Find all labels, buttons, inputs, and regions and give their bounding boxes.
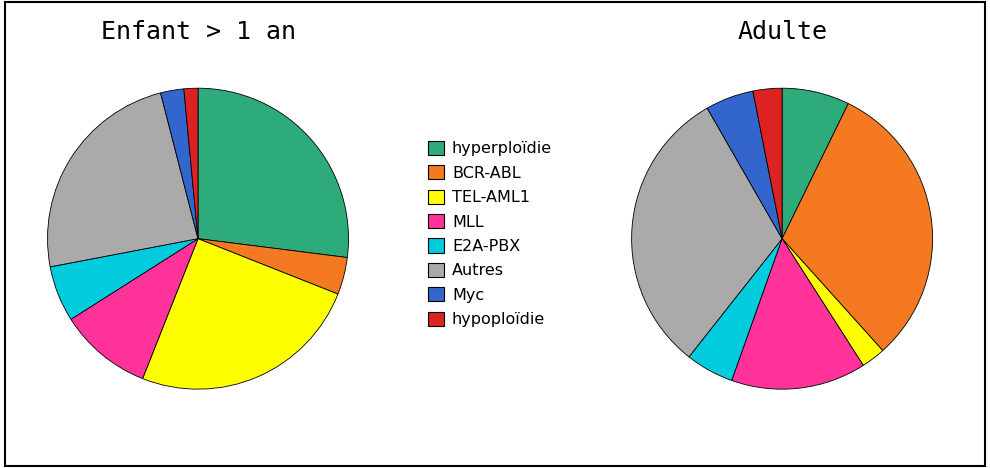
Wedge shape xyxy=(689,239,782,380)
Wedge shape xyxy=(632,108,782,357)
Wedge shape xyxy=(782,103,933,351)
Title: Adulte: Adulte xyxy=(738,21,827,44)
Wedge shape xyxy=(71,239,198,379)
Wedge shape xyxy=(732,239,863,389)
Wedge shape xyxy=(160,89,198,239)
Wedge shape xyxy=(198,239,347,294)
Wedge shape xyxy=(50,239,198,319)
Wedge shape xyxy=(782,88,848,239)
Wedge shape xyxy=(48,93,198,267)
Wedge shape xyxy=(707,91,782,239)
Wedge shape xyxy=(198,88,348,257)
Wedge shape xyxy=(782,239,883,366)
Title: Enfant > 1 an: Enfant > 1 an xyxy=(101,21,295,44)
Wedge shape xyxy=(184,88,198,239)
Legend: hyperploïdie, BCR-ABL, TEL-AML1, MLL, E2A-PBX, Autres, Myc, hypoploïdie: hyperploïdie, BCR-ABL, TEL-AML1, MLL, E2… xyxy=(423,136,557,332)
Wedge shape xyxy=(752,88,782,239)
Wedge shape xyxy=(143,239,338,389)
